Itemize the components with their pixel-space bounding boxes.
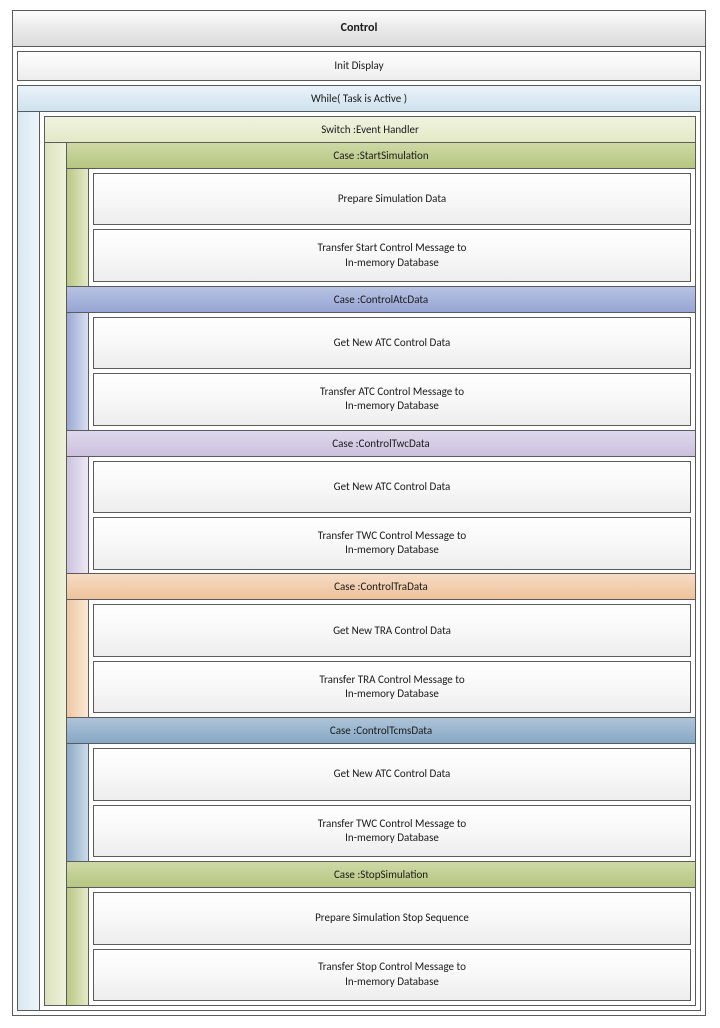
- diagram-canvas: Control Init Display While( Task is Acti…: [0, 0, 720, 1028]
- case-header: Case :ControlAtcData: [67, 287, 695, 313]
- while-block: While( Task is Active ) Switch :Event Ha…: [17, 85, 701, 1011]
- case-header: Case :ControlTcmsData: [67, 718, 695, 744]
- switch-header: Switch :Event Handler: [45, 117, 695, 143]
- step: Transfer TWC Control Message to In-memor…: [93, 517, 691, 569]
- case-body: Prepare Simulation Stop SequenceTransfer…: [67, 888, 695, 1005]
- case-body: Get New ATC Control DataTransfer ATC Con…: [67, 313, 695, 430]
- step: Get New ATC Control Data: [93, 748, 691, 800]
- case-body: Get New ATC Control DataTransfer TWC Con…: [67, 744, 695, 861]
- switch-gutter: [45, 143, 67, 1005]
- case-block: Case :StopSimulationPrepare Simulation S…: [67, 861, 695, 1005]
- step: Prepare Simulation Stop Sequence: [93, 892, 691, 944]
- case-block: Case :ControlTwcDataGet New ATC Control …: [67, 430, 695, 574]
- step: Prepare Simulation Data: [93, 173, 691, 225]
- while-header: While( Task is Active ): [18, 86, 700, 112]
- case-gutter: [67, 457, 89, 574]
- case-gutter: [67, 600, 89, 717]
- case-block: Case :StartSimulationPrepare Simulation …: [67, 143, 695, 286]
- step: Get New ATC Control Data: [93, 317, 691, 369]
- control-container: Control Init Display While( Task is Acti…: [12, 10, 706, 1016]
- init-step: Init Display: [17, 51, 701, 81]
- step: Transfer TWC Control Message to In-memor…: [93, 805, 691, 857]
- case-list: Case :StartSimulationPrepare Simulation …: [67, 143, 695, 1005]
- step: Get New ATC Control Data: [93, 461, 691, 513]
- case-header: Case :ControlTwcData: [67, 431, 695, 457]
- case-block: Case :ControlTraDataGet New TRA Control …: [67, 573, 695, 717]
- case-header: Case :ControlTraData: [67, 574, 695, 600]
- case-steps: Get New ATC Control DataTransfer TWC Con…: [89, 744, 695, 861]
- case-block: Case :ControlTcmsDataGet New ATC Control…: [67, 717, 695, 861]
- step: Transfer Start Control Message to In-mem…: [93, 229, 691, 281]
- while-gutter: [18, 112, 40, 1010]
- case-gutter: [67, 744, 89, 861]
- diagram-title: Control: [13, 11, 705, 47]
- case-body: Prepare Simulation DataTransfer Start Co…: [67, 169, 695, 286]
- switch-block: Switch :Event Handler Case :StartSimulat…: [44, 116, 696, 1006]
- case-header: Case :StopSimulation: [67, 862, 695, 888]
- case-body: Get New TRA Control DataTransfer TRA Con…: [67, 600, 695, 717]
- step: Transfer TRA Control Message to In-memor…: [93, 661, 691, 713]
- case-gutter: [67, 169, 89, 286]
- case-block: Case :ControlAtcDataGet New ATC Control …: [67, 286, 695, 430]
- case-header: Case :StartSimulation: [67, 143, 695, 169]
- step: Get New TRA Control Data: [93, 604, 691, 656]
- case-gutter: [67, 313, 89, 430]
- case-steps: Get New ATC Control DataTransfer TWC Con…: [89, 457, 695, 574]
- step: Transfer ATC Control Message to In-memor…: [93, 373, 691, 425]
- case-steps: Prepare Simulation DataTransfer Start Co…: [89, 169, 695, 286]
- case-steps: Get New ATC Control DataTransfer ATC Con…: [89, 313, 695, 430]
- case-body: Get New ATC Control DataTransfer TWC Con…: [67, 457, 695, 574]
- case-steps: Prepare Simulation Stop SequenceTransfer…: [89, 888, 695, 1005]
- case-gutter: [67, 888, 89, 1005]
- case-steps: Get New TRA Control DataTransfer TRA Con…: [89, 600, 695, 717]
- step: Transfer Stop Control Message to In-memo…: [93, 949, 691, 1001]
